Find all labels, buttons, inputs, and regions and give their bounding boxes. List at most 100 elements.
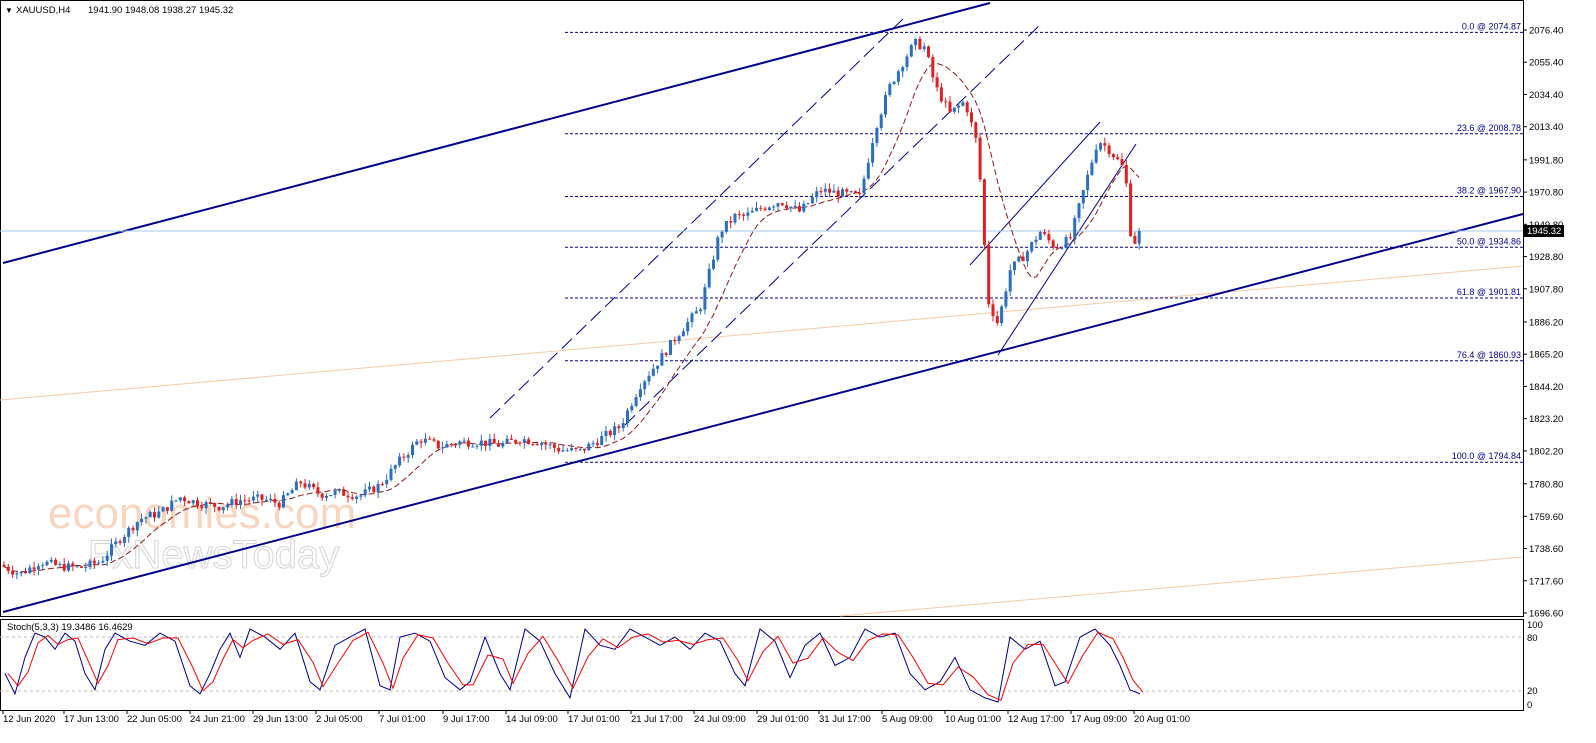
candle-body [763,208,767,210]
candle-body [793,206,797,208]
candle-body [350,497,354,499]
candle-body [1103,143,1107,146]
candle-body [995,315,999,324]
stoch-label: Stoch(5,3,3) 19.3486 16.4629 [7,622,133,633]
candle-body [561,450,565,452]
candle-body [161,507,165,512]
candle-body [41,565,45,567]
current-price-tag [1524,225,1564,237]
time-tick-label: 31 Jul 17:00 [819,714,871,725]
fib-level-label: 0.0 @ 2074.87 [1462,21,1521,31]
candle-body [385,479,389,485]
candle-body [982,179,986,245]
candle-body [1060,247,1064,249]
price-axis: 2076.40 2055.40 2034.40 2013.40 1991.80 1970.… [1523,26,1563,620]
candle-body [269,498,273,500]
candle-body [62,563,66,571]
time-tick-label: 10 Aug 01:00 [945,714,1001,725]
candle-body [647,375,651,382]
candle-body [621,423,625,429]
candle-body [359,495,363,497]
candle-body [97,562,101,564]
candle-body [1077,203,1081,219]
price-tick-label: 2013.40 [1529,122,1563,133]
candle-body [454,444,457,446]
candle-body [49,559,53,562]
candle-body [140,518,144,522]
main-panel [0,0,1524,617]
candle-body [217,506,221,511]
candle-body [58,563,62,565]
candle-body [974,122,978,138]
candle-body [204,502,208,509]
candle-body [380,483,384,485]
candle-body [785,205,789,209]
fib-level-label: 61.8 @ 1901.81 [1457,287,1521,297]
price-tick-label: 1802.20 [1529,446,1563,457]
candle-body [497,443,500,447]
time-tick-label: 12 Aug 17:00 [1008,714,1064,725]
candle-body [114,541,118,545]
candle-body [127,527,131,537]
fib-level-label: 100.0 @ 1794.84 [1452,451,1521,461]
stoch-axis-0: 0 [1527,700,1532,711]
candle-body [914,38,918,46]
candle-body [810,197,814,204]
candle-body [277,502,281,508]
candle-body [144,517,148,519]
candle-body [574,447,578,449]
candle-body [471,446,475,448]
fib-level-label: 23.6 @ 2008.78 [1457,123,1521,133]
candle-body [221,507,225,511]
candle-body [178,497,182,501]
candle-body [251,496,255,501]
candle-body [1129,183,1133,237]
candle-body [991,304,995,316]
candle-body [630,405,634,411]
candle-body [948,101,952,112]
candle-body [1051,240,1055,248]
time-tick-label: 29 Jul 01:00 [757,714,809,725]
candle-body [419,441,423,443]
candle-body [445,443,449,448]
candle-body [389,468,393,480]
candle-body [200,506,204,509]
candle-body [720,231,724,238]
candle-body [931,57,935,78]
collapse-arrow-icon[interactable]: ▼ [5,6,13,15]
candle-body [346,495,350,498]
candle-body [673,340,677,342]
price-tick-label: 1844.20 [1529,382,1563,393]
candle-body [819,191,823,193]
inner-channel-dashed-lower [624,24,1041,426]
candle-body [737,213,741,215]
candle-body [1086,174,1090,191]
candle-body [458,441,462,445]
candle-body [1107,145,1111,155]
candle-body [256,494,260,497]
candle-body [174,500,178,502]
candle-body [729,221,733,223]
candle-body [565,450,569,452]
time-tick-label: 17 Aug 09:00 [1071,714,1127,725]
candle-body [664,353,668,355]
candle-body [871,143,875,163]
price-tick-label: 1865.20 [1529,350,1563,361]
candle-body [423,438,427,443]
candle-body [733,213,737,223]
candle-body [681,331,685,337]
candle-body [441,447,445,449]
price-tick-label: 2034.40 [1529,90,1563,101]
candle-body [32,567,36,570]
candle-body [286,493,290,496]
candle-body [1008,270,1012,292]
price-tick-label: 1717.60 [1529,576,1563,587]
candle-body [617,426,621,429]
candle-body [1068,237,1072,239]
candle-body [316,487,320,494]
candle-body [312,483,316,488]
candle-body [660,353,664,366]
candle-body [92,560,96,564]
candle-body [411,444,414,456]
candle-body [699,309,703,312]
